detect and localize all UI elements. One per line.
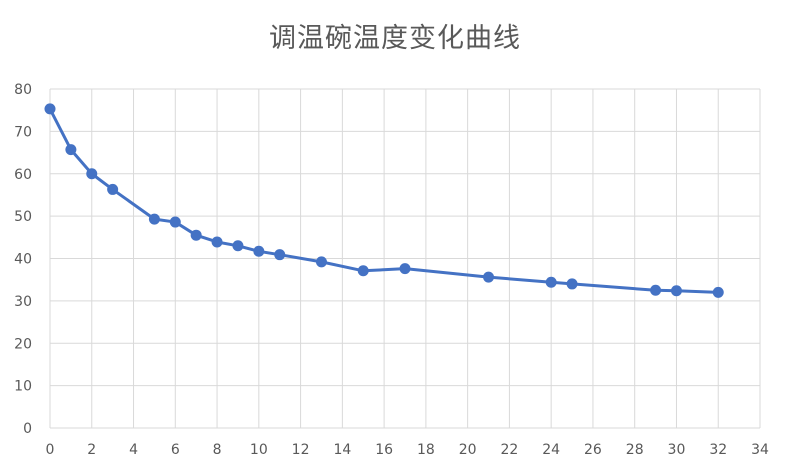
data-point <box>670 285 682 297</box>
x-tick-label: 34 <box>751 442 769 458</box>
y-tick-label: 80 <box>14 82 32 98</box>
data-point <box>712 286 724 298</box>
x-tick-label: 14 <box>333 442 351 458</box>
x-tick-label: 0 <box>46 442 55 458</box>
x-tick-label: 12 <box>292 442 310 458</box>
x-tick-label: 16 <box>375 442 393 458</box>
y-tick-label: 50 <box>14 209 32 225</box>
data-point <box>545 276 557 288</box>
y-tick-label: 40 <box>14 252 32 268</box>
x-tick-label: 8 <box>213 442 222 458</box>
data-point <box>357 265 369 277</box>
y-tick-label: 70 <box>14 124 32 140</box>
x-tick-label: 20 <box>459 442 477 458</box>
x-tick-label: 6 <box>171 442 180 458</box>
x-tick-label: 10 <box>250 442 268 458</box>
data-point <box>274 249 286 261</box>
x-tick-label: 24 <box>542 442 560 458</box>
data-point <box>315 256 327 268</box>
y-tick-label: 20 <box>14 336 32 352</box>
data-point <box>650 284 662 296</box>
y-tick-label: 10 <box>14 379 32 395</box>
x-tick-label: 22 <box>500 442 518 458</box>
y-tick-label: 0 <box>23 421 32 437</box>
data-point <box>148 213 160 225</box>
y-tick-label: 60 <box>14 167 32 183</box>
data-point <box>190 229 202 241</box>
data-point <box>399 263 411 275</box>
data-point <box>566 278 578 290</box>
x-tick-label: 28 <box>626 442 644 458</box>
data-point <box>253 245 265 257</box>
x-tick-label: 30 <box>668 442 686 458</box>
data-point <box>169 216 181 228</box>
y-tick-label: 30 <box>14 294 32 310</box>
chart-title: 调温碗温度变化曲线 <box>269 23 521 54</box>
x-tick-label: 26 <box>584 442 602 458</box>
x-tick-label: 18 <box>417 442 435 458</box>
x-tick-label: 32 <box>709 442 727 458</box>
data-point <box>65 144 77 156</box>
x-tick-label: 2 <box>87 442 96 458</box>
data-point <box>107 183 119 195</box>
data-point <box>86 168 98 180</box>
data-point <box>232 240 244 252</box>
data-point <box>44 103 56 115</box>
data-point <box>211 236 223 248</box>
x-tick-label: 4 <box>129 442 138 458</box>
data-point <box>483 271 495 283</box>
